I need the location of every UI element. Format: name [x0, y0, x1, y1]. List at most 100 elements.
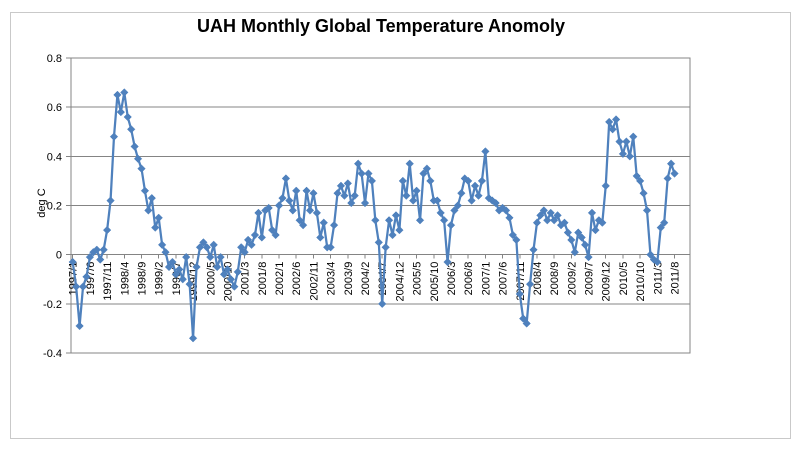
data-point [274, 201, 284, 210]
x-tick-label: 2007/6 [498, 262, 510, 296]
data-point [144, 206, 153, 215]
data-point [106, 196, 115, 205]
data-point [470, 181, 480, 190]
data-point [357, 169, 366, 178]
x-tick-label: 2008/4 [532, 262, 544, 296]
data-point [629, 132, 638, 141]
data-point [202, 243, 211, 252]
data-point [92, 245, 101, 254]
data-point [656, 223, 665, 232]
chart-title: UAH Monthly Global Temperature Anomoly [196, 16, 566, 36]
data-point [343, 179, 352, 188]
data-point [446, 221, 456, 230]
data-point [367, 176, 377, 186]
data-point [371, 216, 380, 225]
data-point [85, 252, 95, 262]
data-point [550, 216, 559, 225]
x-tick-label: 2011/8 [670, 262, 682, 295]
data-point [587, 208, 597, 218]
y-tick-label: 0 [56, 250, 62, 262]
data-point [525, 280, 535, 289]
data-point [663, 174, 672, 183]
data-point [391, 211, 401, 220]
data-point [515, 289, 524, 299]
data-point [384, 216, 394, 225]
data-point [329, 221, 339, 230]
data-point [477, 176, 487, 186]
data-point [450, 206, 459, 215]
data-point [185, 280, 194, 289]
data-point [491, 198, 500, 208]
data-point [402, 191, 411, 200]
data-point [388, 230, 397, 240]
data-point [347, 198, 356, 208]
data-point [443, 257, 452, 267]
x-tick-label: 2005/5 [412, 262, 424, 296]
data-point [660, 218, 669, 227]
data-point [622, 137, 631, 146]
data-point [584, 252, 593, 262]
data-point [243, 235, 253, 245]
data-point [567, 235, 576, 245]
data-point [161, 248, 170, 257]
data-point [113, 90, 122, 100]
data-point [642, 206, 652, 215]
data-point [96, 255, 105, 264]
x-tick-label: 2005/10 [429, 262, 441, 302]
data-point [140, 186, 150, 195]
data-point [123, 112, 132, 122]
y-tick-label: -0.4 [43, 348, 62, 360]
data-point [78, 282, 88, 291]
data-point [453, 201, 463, 210]
x-tick-label: 2002/1 [274, 262, 286, 296]
x-tick-label: 2011/3 [652, 262, 664, 295]
data-point [237, 243, 246, 252]
data-point [598, 218, 607, 227]
data-point [316, 233, 325, 242]
x-tick-label: 2008/9 [549, 262, 561, 296]
x-tick-label: 2004/12 [394, 262, 406, 302]
data-point [553, 211, 562, 220]
data-point [319, 218, 328, 227]
data-point [481, 147, 490, 156]
data-point [130, 142, 139, 151]
data-point [381, 243, 390, 252]
data-point [336, 181, 346, 190]
data-point [281, 174, 291, 183]
x-tick-label: 2002/11 [308, 262, 320, 301]
data-point [395, 225, 404, 235]
data-point [635, 176, 645, 186]
data-point [75, 321, 84, 331]
data-point [653, 257, 662, 267]
data-point [353, 159, 363, 168]
data-point [195, 243, 205, 252]
data-point [670, 169, 679, 178]
data-point [178, 275, 187, 284]
data-point [409, 196, 418, 205]
data-point [188, 334, 198, 343]
y-tick-label: 0.2 [47, 201, 62, 213]
data-point [536, 211, 545, 220]
data-point [264, 203, 273, 213]
data-point [298, 221, 308, 230]
x-tick-label: 2007/1 [480, 262, 492, 296]
data-point [137, 164, 146, 173]
x-tick-label: 2006/8 [463, 262, 475, 296]
data-point [102, 225, 112, 235]
data-point [419, 169, 428, 178]
data-point [288, 206, 297, 215]
data-point [666, 159, 676, 168]
data-point [532, 218, 542, 227]
data-point [639, 189, 648, 198]
data-point [109, 132, 119, 141]
data-point [464, 176, 473, 186]
data-point [563, 228, 573, 237]
x-tick-label: 2009/12 [601, 262, 613, 302]
data-point [147, 193, 156, 203]
x-tick-label: 2004/2 [360, 262, 372, 296]
data-point [278, 193, 287, 203]
plot-border [70, 57, 691, 354]
data-point [574, 228, 583, 237]
data-point [82, 272, 91, 281]
